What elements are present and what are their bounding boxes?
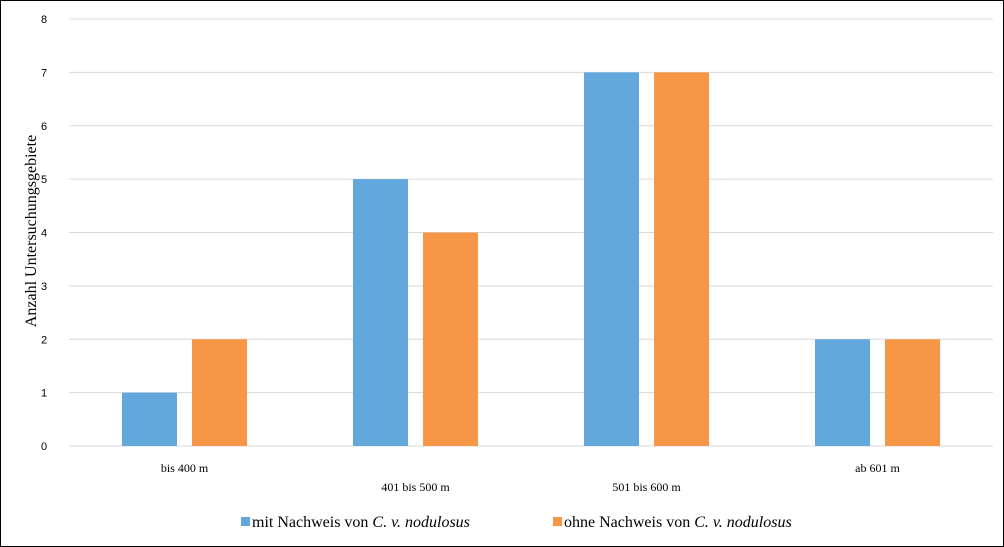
y-tick-label-3: 3	[41, 281, 47, 293]
y-tick-label-4: 4	[41, 228, 47, 240]
bar-series1-2	[654, 72, 709, 446]
legend-label-species-1: C. v. nodulosus	[694, 514, 791, 531]
bar-series0-1	[353, 179, 408, 446]
x-category-label-1: 401 bis 500 m	[381, 480, 450, 494]
x-category-label-3: ab 601 m	[855, 461, 900, 475]
bar-series1-3	[885, 339, 940, 446]
y-axis-title: Anzahl Untersuchungsgebiete	[23, 135, 40, 327]
bars	[122, 72, 940, 446]
y-tick-label-2: 2	[41, 334, 47, 346]
legend-label-1: ohne Nachweis von C. v. nodulosus	[564, 514, 792, 531]
x-axis-categories: bis 400 m 401 bis 500 m 501 bis 600 m ab 60…	[161, 461, 901, 494]
x-category-label-0: bis 400 m	[161, 461, 209, 475]
x-category-label-2: 501 bis 600 m	[612, 480, 681, 494]
bar-series0-2	[584, 72, 639, 446]
y-tick-label-1: 1	[41, 388, 47, 400]
y-tick-label-7: 7	[41, 67, 47, 79]
legend-label-species-0: C. v. nodulosus	[372, 514, 469, 531]
bar-series0-3	[815, 339, 870, 446]
y-axis-ticks: 0 1 2 3 4 5 6 7 8	[41, 14, 47, 453]
legend-label-0: mit Nachweis von C. v. nodulosus	[252, 514, 470, 531]
y-tick-label-5: 5	[41, 174, 47, 186]
legend-label-prefix-1: ohne Nachweis von	[564, 514, 694, 531]
legend-swatch-1	[553, 517, 562, 526]
y-tick-label-0: 0	[41, 441, 47, 453]
bar-series1-1	[423, 232, 478, 446]
y-tick-label-6: 6	[41, 121, 47, 133]
legend-swatch-0	[241, 517, 250, 526]
legend-label-prefix-0: mit Nachweis von	[252, 514, 372, 531]
bar-series0-0	[122, 392, 177, 446]
y-tick-label-8: 8	[41, 14, 47, 26]
bar-series1-0	[192, 339, 247, 446]
legend: mit Nachweis von C. v. nodulosus ohne Nac…	[241, 514, 792, 531]
